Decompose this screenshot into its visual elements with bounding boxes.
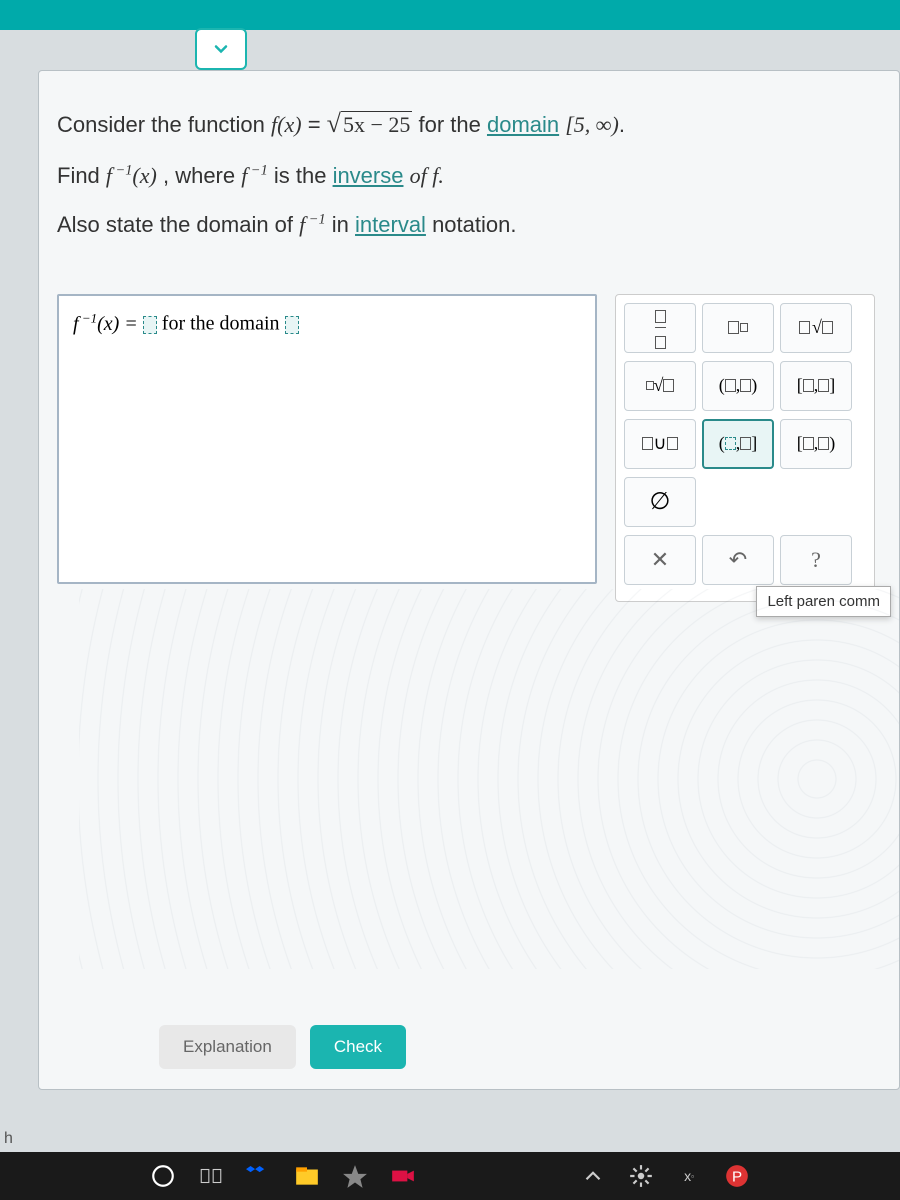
- tray-close-icon[interactable]: x▫: [676, 1163, 702, 1189]
- text: Consider the function: [57, 112, 271, 137]
- text: Find: [57, 163, 106, 188]
- text: Also state the domain of: [57, 212, 299, 237]
- palette-clear[interactable]: ✕: [624, 535, 696, 585]
- palette-union[interactable]: ∪: [624, 419, 696, 469]
- windows-taskbar[interactable]: x▫ P: [0, 1152, 900, 1200]
- section-dropdown[interactable]: [195, 28, 247, 70]
- math-finv: f −1: [241, 163, 268, 188]
- palette-power[interactable]: [702, 303, 774, 353]
- math-finv-x: f −1(x): [106, 163, 157, 188]
- settings-icon[interactable]: [628, 1163, 654, 1189]
- text: of f.: [410, 163, 444, 188]
- answer-mid: for the domain: [162, 313, 285, 335]
- answer-area: f −1(x) = for the domain √ √ (,) [,] ∪ (…: [57, 294, 881, 602]
- domain-link[interactable]: domain: [487, 112, 559, 137]
- chevron-down-icon: [211, 39, 231, 59]
- cortana-icon[interactable]: [150, 1163, 176, 1189]
- answer-blank-2[interactable]: [285, 316, 299, 334]
- math-sqrt: √5x − 25: [327, 95, 413, 152]
- interval-link[interactable]: interval: [355, 212, 426, 237]
- screen-moire-artifact: [79, 589, 899, 969]
- action-buttons: Explanation Check: [159, 1025, 406, 1069]
- palette-open-closed-interval[interactable]: (,]: [702, 419, 774, 469]
- question-panel: Consider the function f(x) = √5x − 25 fo…: [38, 70, 900, 1090]
- app-header: [0, 0, 900, 30]
- task-view-icon[interactable]: [198, 1163, 224, 1189]
- palette-empty-set[interactable]: ∅: [624, 477, 696, 527]
- math-palette: √ √ (,) [,] ∪ (,] [,) ∅ ✕ ↶ ?: [615, 294, 875, 602]
- math-fx: f(x): [271, 112, 302, 137]
- text: in: [332, 212, 355, 237]
- palette-fraction[interactable]: [624, 303, 696, 353]
- file-explorer-icon[interactable]: [294, 1163, 320, 1189]
- dropbox-icon[interactable]: [246, 1163, 272, 1189]
- power-icon[interactable]: P: [724, 1163, 750, 1189]
- video-icon[interactable]: [390, 1163, 416, 1189]
- check-button[interactable]: Check: [310, 1025, 406, 1069]
- math-interval: [5, ∞): [565, 112, 619, 137]
- palette-sqrt[interactable]: √: [780, 303, 852, 353]
- app-icon-1[interactable]: [342, 1163, 368, 1189]
- palette-tooltip: Left paren comm: [756, 586, 891, 617]
- palette-help[interactable]: ?: [780, 535, 852, 585]
- math-finv-2: f −1: [299, 212, 326, 237]
- text: notation.: [432, 212, 516, 237]
- text: is the: [274, 163, 333, 188]
- tray-up-icon[interactable]: [580, 1163, 606, 1189]
- palette-open-interval[interactable]: (,): [702, 361, 774, 411]
- svg-text:P: P: [732, 1168, 742, 1185]
- text: , where: [163, 163, 241, 188]
- answer-blank-1[interactable]: [143, 316, 157, 334]
- palette-undo[interactable]: ↶: [702, 535, 774, 585]
- answer-lhs: f −1(x) =: [73, 313, 143, 335]
- inverse-link[interactable]: inverse: [333, 163, 404, 188]
- text: =: [308, 112, 327, 137]
- palette-nth-root[interactable]: √: [624, 361, 696, 411]
- palette-closed-interval[interactable]: [,]: [780, 361, 852, 411]
- palette-closed-open-interval[interactable]: [,): [780, 419, 852, 469]
- text: for the: [418, 112, 486, 137]
- explanation-button[interactable]: Explanation: [159, 1025, 296, 1069]
- left-edge-label: h: [0, 1126, 17, 1152]
- problem-statement: Consider the function f(x) = √5x − 25 fo…: [57, 95, 881, 249]
- math-answer-input[interactable]: f −1(x) = for the domain: [57, 294, 597, 584]
